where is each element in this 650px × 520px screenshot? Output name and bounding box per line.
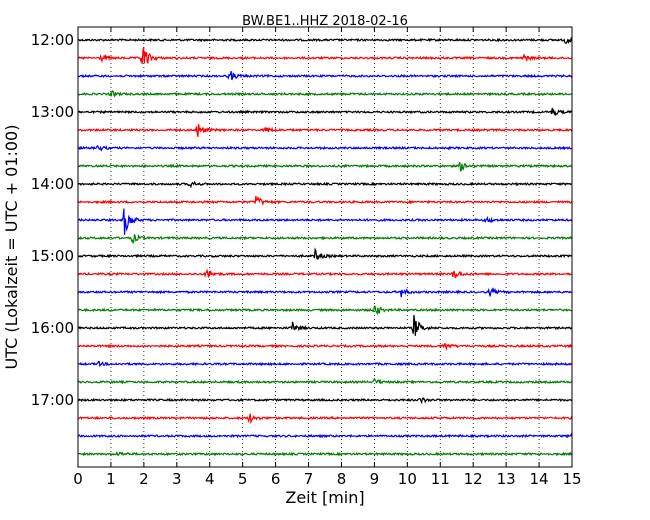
x-tick-label: 12 [464,470,483,488]
x-axis: 0 1 2 3 4 5 6 7 8 9 10 11 12 13 14 15 [73,27,582,488]
trace-1630 [77,360,573,368]
traces [77,37,573,457]
trace-1245 [77,90,573,98]
trace-1745 [77,450,573,457]
trace-1645 [77,377,573,385]
x-tick-label: 10 [398,470,417,488]
trace-1430 [77,208,573,235]
y-axis-label: UTC (Lokalzeit = UTC + 01:00) [2,125,21,370]
trace-1700 [77,397,573,405]
trace-1400 [77,180,573,189]
trace-1545 [77,305,573,316]
chart-title: BW.BE1..HHZ 2018-02-16 [242,14,408,29]
x-tick-label: 6 [271,470,281,488]
trace-1200 [77,37,573,44]
y-tick-label: 12:00 [31,31,74,49]
x-tick-label: 13 [497,470,516,488]
plot-frame [77,26,573,468]
trace-1330 [77,145,573,152]
trace-1500 [77,247,573,260]
trace-1515 [77,268,573,279]
grid [110,27,540,467]
x-tick-label: 9 [370,470,380,488]
trace-1415 [77,195,573,207]
trace-1445 [77,233,573,244]
trace-1345 [77,161,573,172]
y-axis: 12:00 13:00 14:00 15:00 16:00 17:00 [31,31,572,409]
x-tick-label: 1 [106,470,116,488]
trace-1615 [77,343,573,351]
y-tick-label: 13:00 [31,103,74,121]
trace-1530 [77,287,573,298]
x-tick-label: 14 [530,470,549,488]
trace-1315 [77,124,573,137]
trace-1230 [77,70,573,81]
x-tick-label: 7 [304,470,314,488]
trace-1300 [77,107,573,117]
x-tick-label: 0 [73,470,83,488]
trace-1715 [77,413,573,425]
x-tick-label: 3 [172,470,182,488]
trace-1730 [77,432,573,439]
x-tick-label: 8 [337,470,347,488]
y-tick-label: 17:00 [31,391,74,409]
x-axis-label: Zeit [min] [285,488,364,507]
x-tick-label: 2 [139,470,149,488]
x-tick-label: 11 [431,470,450,488]
y-tick-label: 15:00 [31,247,74,265]
trace-1600 [77,314,573,336]
y-tick-label: 16:00 [31,319,74,337]
y-tick-label: 14:00 [31,175,74,193]
x-tick-label: 5 [238,470,248,488]
x-tick-label: 4 [205,470,215,488]
x-tick-label: 15 [562,470,581,488]
trace-1215 [77,46,573,65]
